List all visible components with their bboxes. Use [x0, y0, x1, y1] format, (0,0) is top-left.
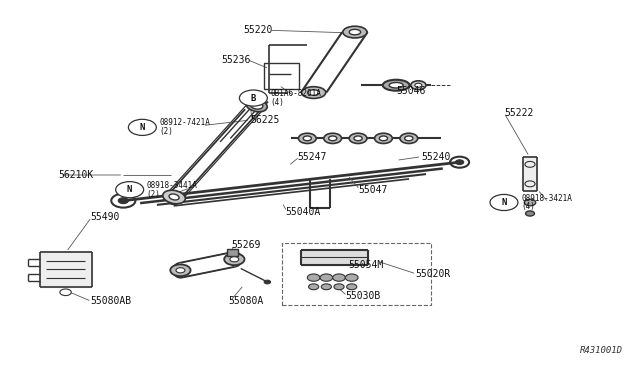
Text: (2): (2): [147, 190, 161, 199]
Circle shape: [239, 90, 268, 106]
Text: N: N: [127, 185, 132, 194]
Ellipse shape: [303, 136, 312, 141]
Ellipse shape: [264, 280, 271, 284]
Ellipse shape: [328, 136, 337, 141]
Text: 55040A: 55040A: [285, 207, 321, 217]
Ellipse shape: [169, 194, 179, 200]
Text: 08918-3421A: 08918-3421A: [521, 193, 572, 203]
Text: 55046: 55046: [396, 86, 426, 96]
Text: N: N: [140, 123, 145, 132]
Text: 56210K: 56210K: [59, 170, 94, 180]
Circle shape: [334, 284, 344, 290]
Ellipse shape: [224, 253, 244, 265]
Ellipse shape: [456, 160, 464, 164]
Text: R431001D: R431001D: [580, 346, 623, 355]
Text: 55220: 55220: [243, 25, 273, 35]
Ellipse shape: [404, 136, 413, 141]
Ellipse shape: [389, 83, 403, 88]
Text: 55030B: 55030B: [346, 291, 381, 301]
FancyBboxPatch shape: [227, 249, 238, 256]
Ellipse shape: [411, 81, 426, 90]
Ellipse shape: [354, 136, 362, 141]
Ellipse shape: [524, 199, 536, 206]
Text: 55222: 55222: [504, 108, 533, 118]
Circle shape: [320, 274, 333, 281]
Ellipse shape: [400, 133, 418, 144]
Ellipse shape: [118, 198, 129, 203]
Text: 08912-7421A: 08912-7421A: [159, 118, 211, 128]
Text: 55054M: 55054M: [349, 260, 384, 270]
Ellipse shape: [380, 136, 388, 141]
Text: 55247: 55247: [298, 152, 327, 162]
Ellipse shape: [383, 80, 410, 91]
Text: 55269: 55269: [231, 240, 260, 250]
Text: (4): (4): [521, 202, 535, 211]
Polygon shape: [301, 250, 367, 265]
Circle shape: [346, 274, 358, 281]
Text: 55240: 55240: [422, 152, 451, 162]
Circle shape: [490, 195, 518, 211]
Text: 55047: 55047: [358, 185, 387, 195]
Polygon shape: [40, 252, 92, 287]
Ellipse shape: [349, 133, 367, 144]
Ellipse shape: [250, 102, 263, 109]
Text: 55236: 55236: [221, 55, 250, 65]
Text: 56225: 56225: [250, 115, 280, 125]
Ellipse shape: [349, 29, 360, 35]
Ellipse shape: [415, 83, 422, 87]
Text: 55490: 55490: [90, 212, 120, 222]
Ellipse shape: [298, 133, 316, 144]
Ellipse shape: [230, 257, 239, 262]
Circle shape: [129, 119, 156, 135]
Ellipse shape: [246, 99, 267, 112]
Text: (2): (2): [159, 127, 173, 136]
Ellipse shape: [176, 268, 185, 273]
Circle shape: [308, 284, 319, 290]
Text: 55020R: 55020R: [415, 269, 451, 279]
Text: (4): (4): [271, 98, 284, 107]
Circle shape: [321, 284, 332, 290]
Ellipse shape: [324, 133, 342, 144]
Circle shape: [60, 289, 71, 296]
Text: B: B: [251, 93, 256, 103]
Polygon shape: [523, 157, 537, 192]
Ellipse shape: [301, 87, 326, 99]
Circle shape: [116, 182, 143, 198]
Ellipse shape: [525, 211, 534, 216]
Text: N: N: [501, 198, 507, 207]
Ellipse shape: [308, 90, 319, 95]
Text: 0B1A6-8201A: 0B1A6-8201A: [271, 89, 321, 98]
Text: 08918-3441A: 08918-3441A: [147, 181, 198, 190]
Ellipse shape: [163, 190, 186, 204]
Ellipse shape: [343, 26, 367, 38]
Text: 55080AB: 55080AB: [90, 296, 131, 307]
Circle shape: [307, 274, 320, 281]
Text: 55080A: 55080A: [228, 296, 263, 307]
Circle shape: [333, 274, 346, 281]
Ellipse shape: [374, 133, 392, 144]
Circle shape: [347, 284, 356, 290]
Ellipse shape: [170, 264, 191, 276]
